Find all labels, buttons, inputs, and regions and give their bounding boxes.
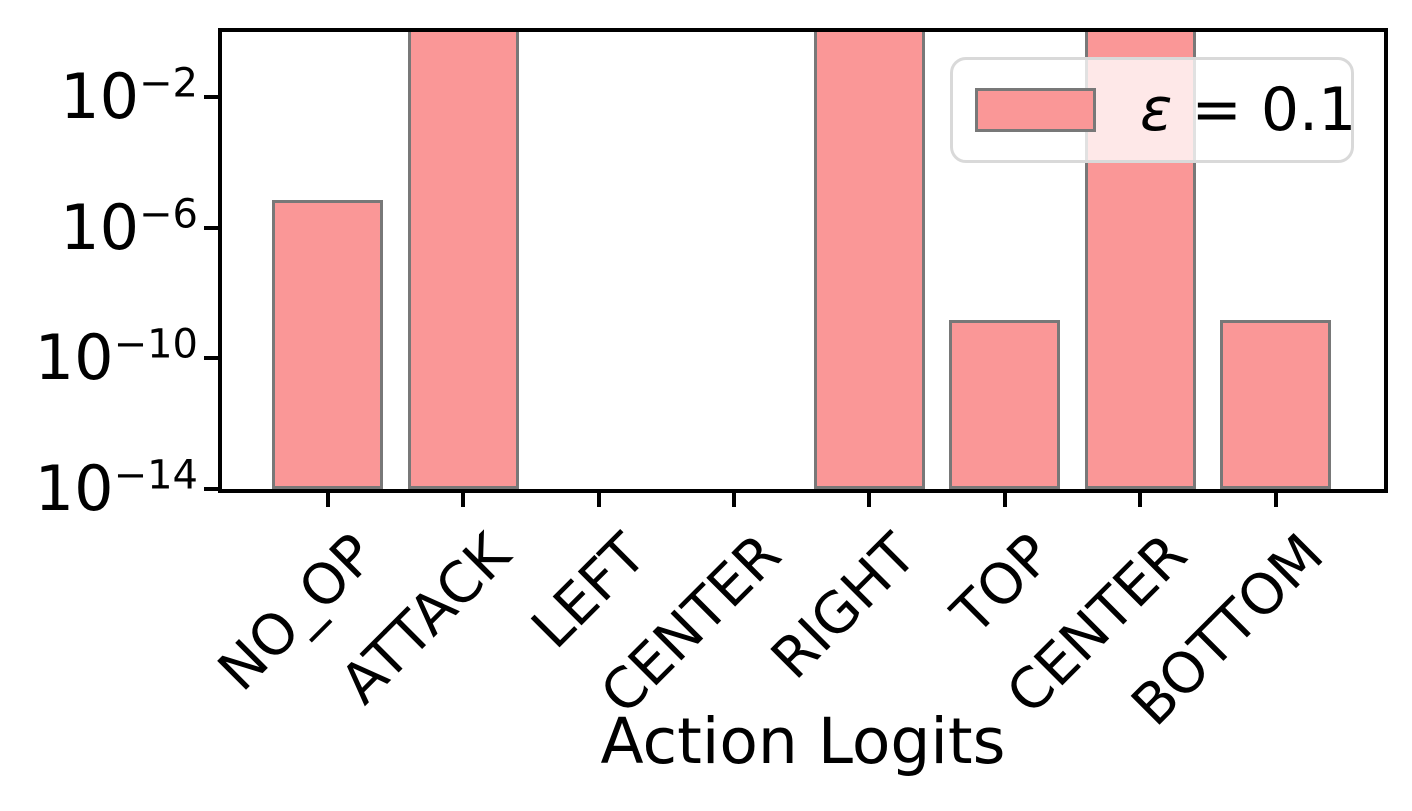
bar-top-5 <box>949 320 1060 489</box>
y-tick-label-3: 10−14 <box>34 452 198 525</box>
bar-no_op-0 <box>272 200 383 489</box>
x-tick-label-top-5: TOP <box>939 521 1065 648</box>
x-tick-mark-2 <box>597 493 601 507</box>
legend-value-text: = 0.1 <box>1172 75 1357 145</box>
x-tick-label-right-4: RIGHT <box>759 521 929 692</box>
y-tick-mark-3 <box>204 487 218 491</box>
y-tick-mark-2 <box>204 356 218 360</box>
legend-epsilon-symbol: ε <box>1140 75 1173 145</box>
y-tick-label-0: 10−2 <box>60 60 198 133</box>
y-tick-label-2: 10−10 <box>34 321 198 394</box>
x-tick-mark-5 <box>1003 493 1007 507</box>
x-tick-mark-6 <box>1138 493 1142 507</box>
bar-attack-1 <box>408 32 519 489</box>
x-tick-mark-1 <box>461 493 465 507</box>
legend: ε = 0.1 <box>950 57 1356 163</box>
y-tick-label-1: 10−6 <box>60 191 198 264</box>
x-tick-mark-4 <box>867 493 871 507</box>
x-tick-mark-7 <box>1274 493 1278 507</box>
x-axis-label: Action Logits <box>600 705 1006 778</box>
x-tick-mark-3 <box>732 493 736 507</box>
y-tick-mark-0 <box>204 95 218 99</box>
bar-right-4 <box>814 32 925 489</box>
legend-swatch <box>975 88 1096 132</box>
bar-bottom-7 <box>1220 320 1331 489</box>
y-tick-mark-1 <box>204 226 218 230</box>
x-tick-mark-0 <box>326 493 330 507</box>
legend-label: ε = 0.1 <box>1140 78 1356 142</box>
